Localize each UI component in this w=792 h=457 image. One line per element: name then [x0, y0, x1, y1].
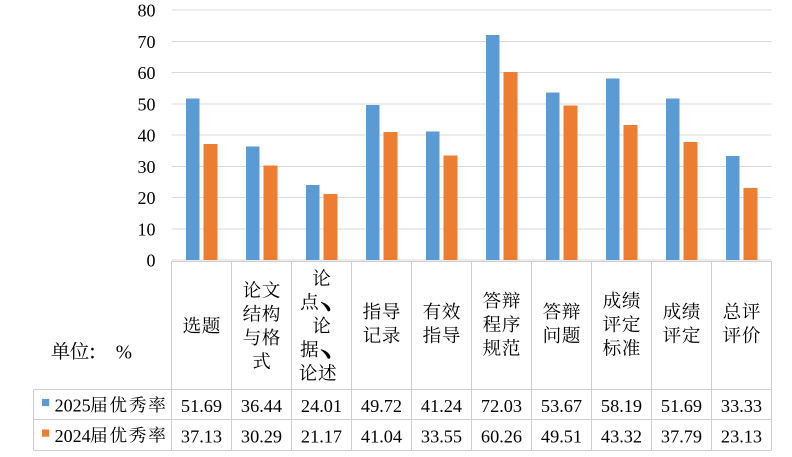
- svg-text:10: 10: [138, 219, 156, 239]
- svg-text:2025: 2025: [55, 396, 91, 416]
- svg-text::: :: [89, 338, 95, 363]
- svg-text:40: 40: [138, 126, 156, 146]
- svg-text:23.13: 23.13: [721, 426, 762, 446]
- svg-text:51.69: 51.69: [181, 396, 222, 416]
- svg-text:53.67: 53.67: [541, 396, 582, 416]
- svg-text:49.51: 49.51: [541, 426, 582, 446]
- svg-text:33.55: 33.55: [421, 426, 462, 446]
- svg-text:30: 30: [138, 157, 156, 177]
- svg-text:70: 70: [138, 32, 156, 52]
- svg-text:41.04: 41.04: [361, 426, 402, 446]
- svg-text:0: 0: [147, 251, 156, 271]
- svg-text:20: 20: [138, 188, 156, 208]
- svg-text:80: 80: [138, 1, 156, 21]
- svg-text:60.26: 60.26: [481, 426, 522, 446]
- svg-text:72.03: 72.03: [481, 396, 522, 416]
- svg-text:30.29: 30.29: [241, 426, 282, 446]
- svg-text:49.72: 49.72: [361, 396, 402, 416]
- svg-text:2024: 2024: [55, 426, 91, 446]
- svg-text:60: 60: [138, 63, 156, 83]
- svg-text:21.17: 21.17: [301, 426, 342, 446]
- svg-text:41.24: 41.24: [421, 396, 462, 416]
- svg-text:37.13: 37.13: [181, 426, 222, 446]
- svg-text:37.79: 37.79: [661, 426, 702, 446]
- svg-text:24.01: 24.01: [301, 396, 342, 416]
- svg-text:%: %: [116, 342, 132, 363]
- svg-text:50: 50: [138, 94, 156, 114]
- svg-text:51.69: 51.69: [661, 396, 702, 416]
- svg-text:43.32: 43.32: [601, 426, 642, 446]
- svg-text:33.33: 33.33: [721, 396, 762, 416]
- svg-text:58.19: 58.19: [601, 396, 642, 416]
- svg-text:36.44: 36.44: [241, 396, 282, 416]
